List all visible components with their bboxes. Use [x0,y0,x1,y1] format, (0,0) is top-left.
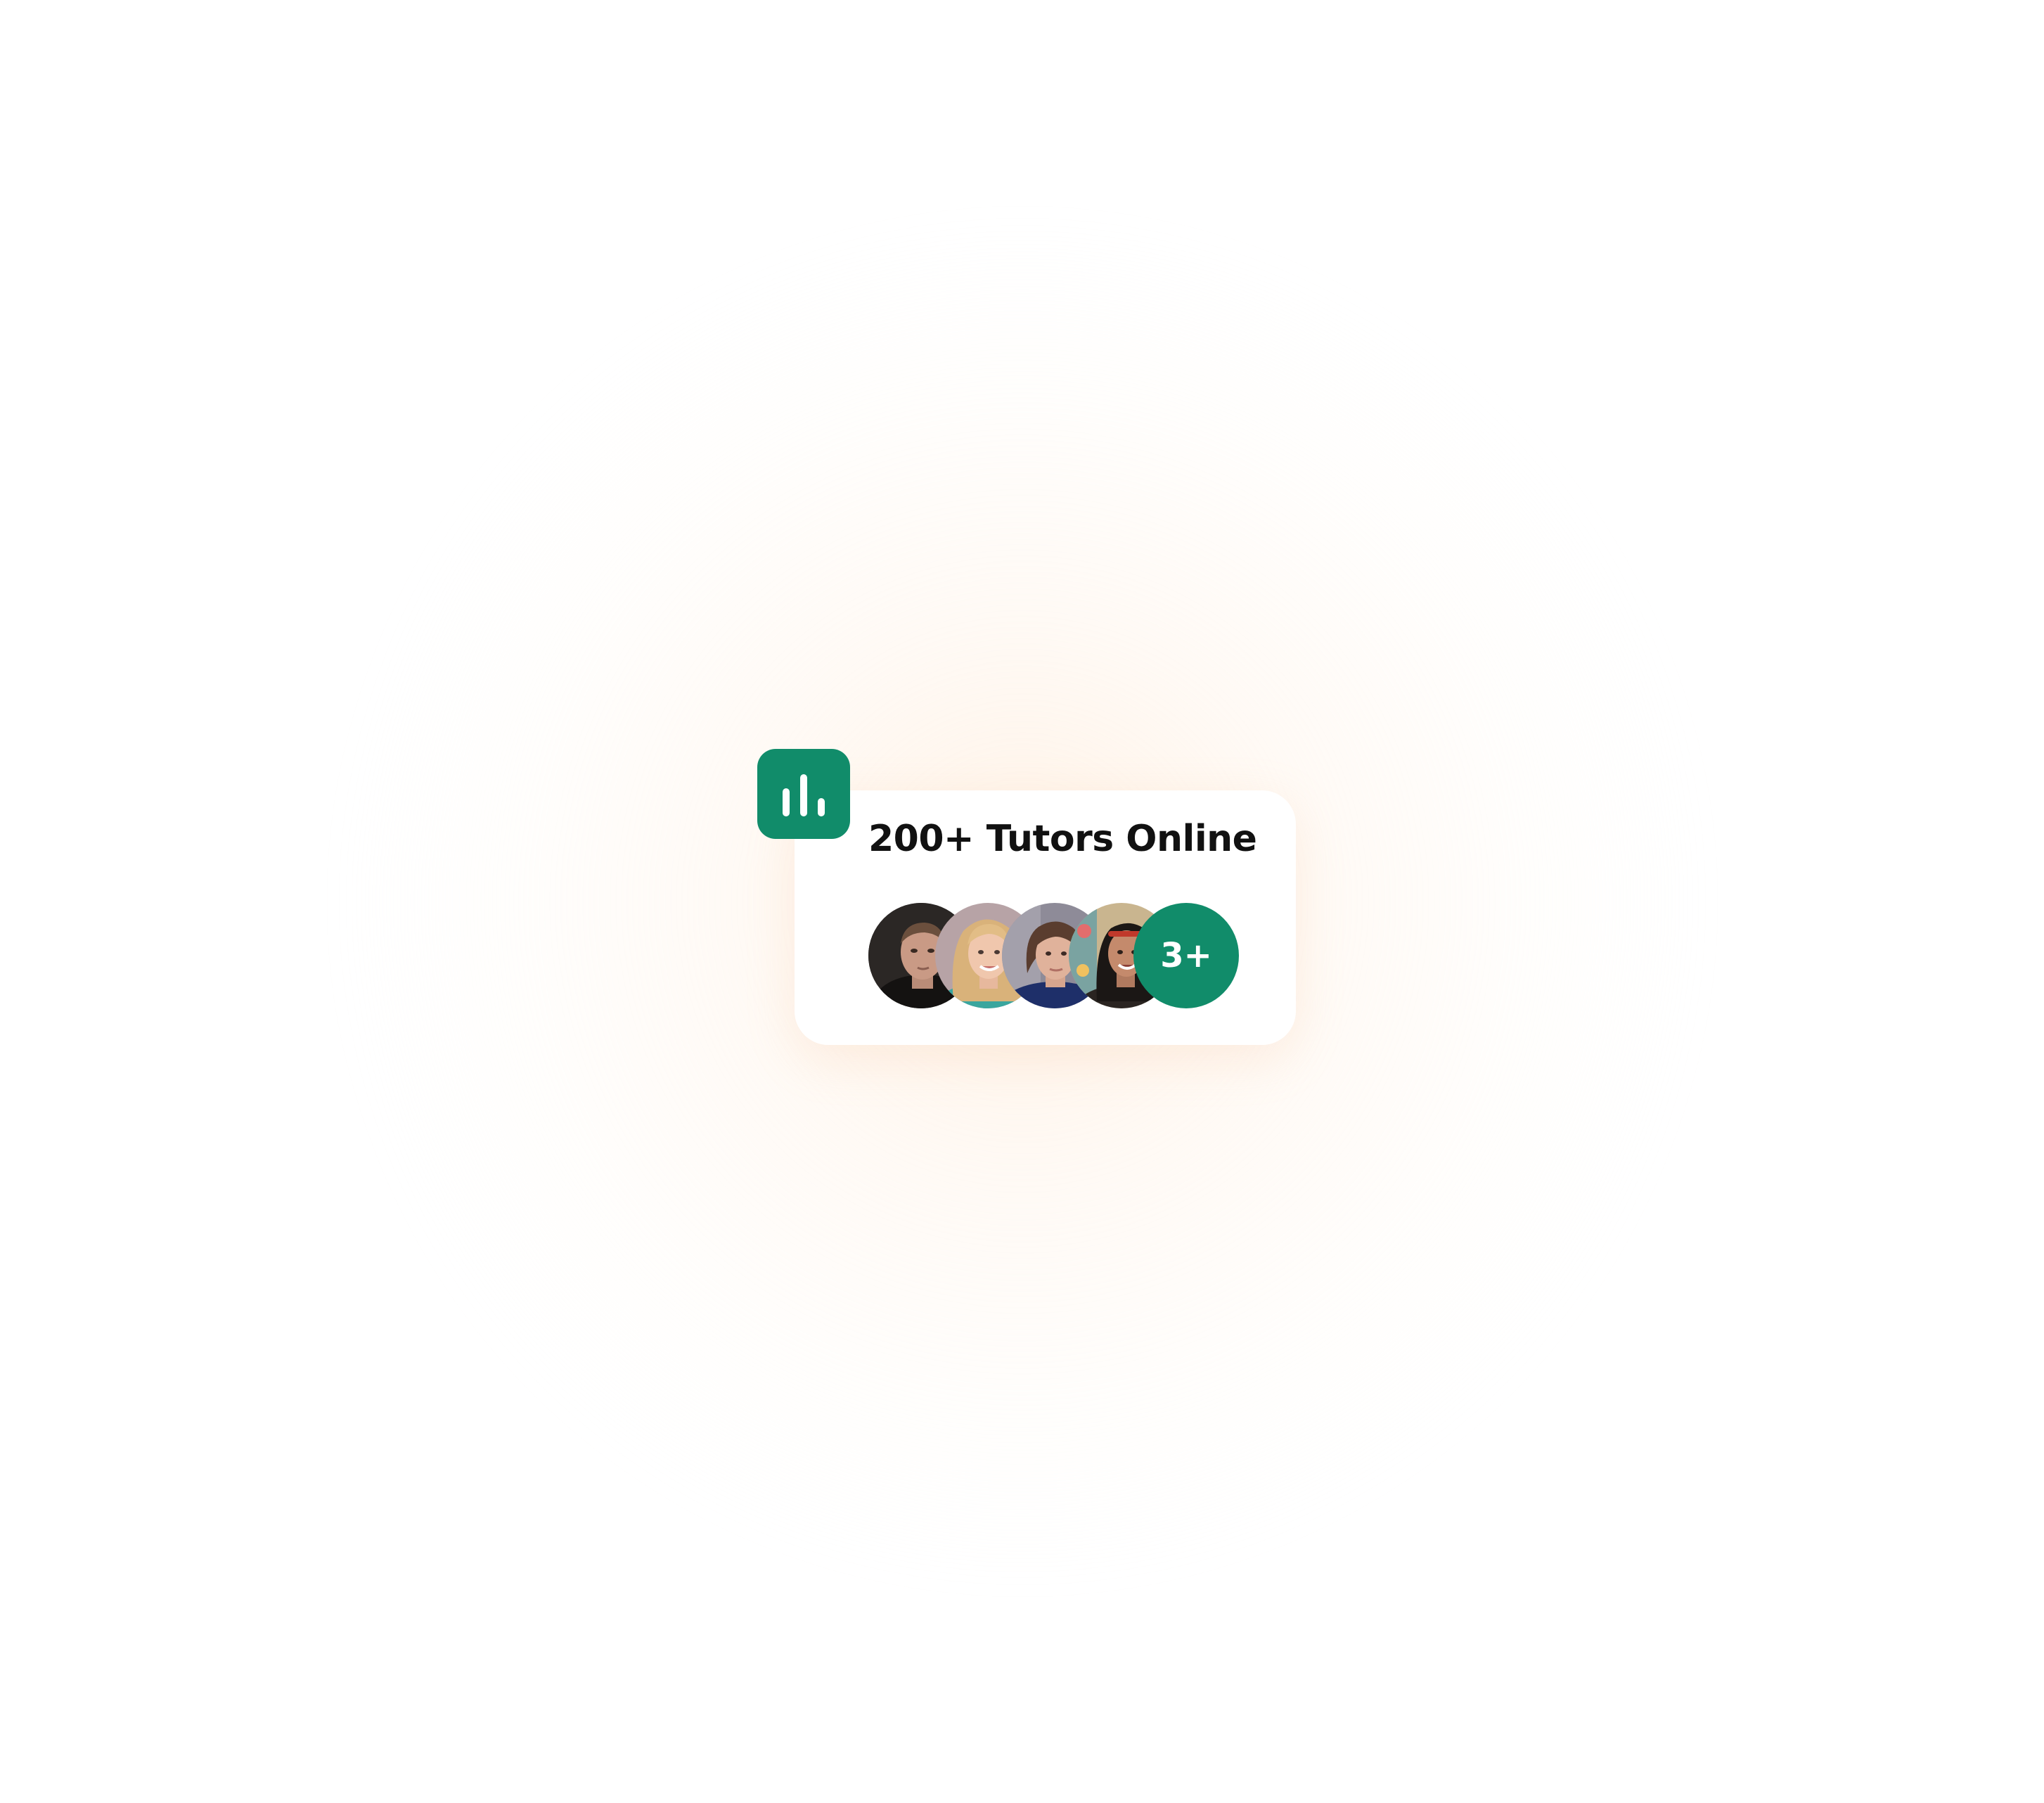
bar-chart-icon [783,774,825,816]
more-tutors-label: 3+ [1160,936,1212,975]
tutors-online-title: 200+ Tutors Online [868,818,1257,860]
more-tutors-count[interactable]: 3+ [1133,903,1239,1008]
stats-badge [757,749,850,839]
